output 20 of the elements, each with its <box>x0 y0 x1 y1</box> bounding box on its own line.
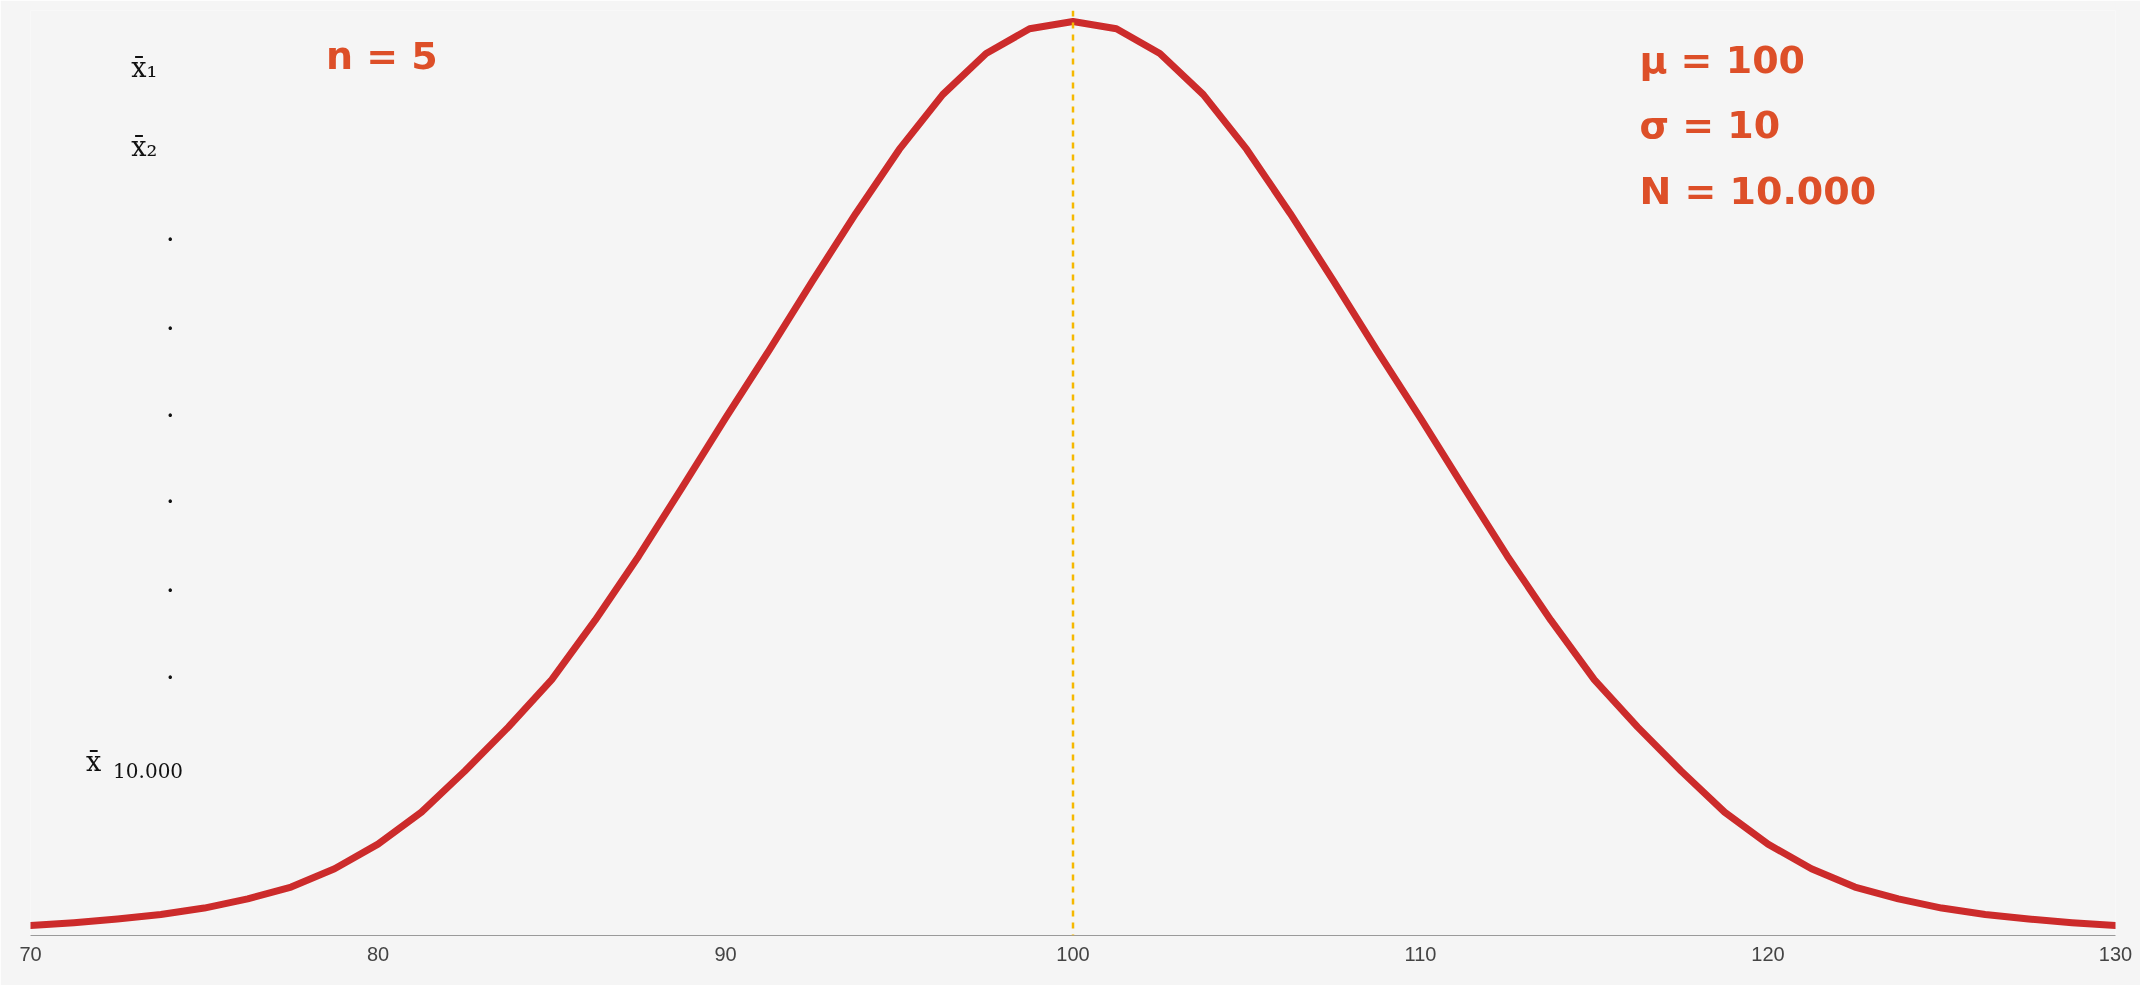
x-tick-label: 90 <box>714 942 737 965</box>
annotation: · <box>166 485 175 517</box>
annotation: μ = 100 <box>1639 37 1806 82</box>
annotation: · <box>166 223 175 255</box>
annotation: N = 10.000 <box>1639 168 1877 213</box>
annotation: x̄10.000 <box>86 746 184 784</box>
annotation: · <box>166 399 175 431</box>
annotation: σ = 10 <box>1639 102 1781 147</box>
x-tick-label: 80 <box>366 942 390 965</box>
annotation: x̄₁ <box>131 51 158 83</box>
annotation: x̄₂ <box>131 131 158 163</box>
x-tick-label: 130 <box>2098 942 2133 965</box>
annotation: n = 5 <box>325 34 438 79</box>
x-tick-label: 70 <box>19 942 42 965</box>
annotation: · <box>166 313 175 345</box>
x-tick-label: 110 <box>1404 942 1437 965</box>
annotation: · <box>166 575 175 607</box>
annotation: · <box>166 662 175 694</box>
x-tick-label: 100 <box>1056 942 1090 965</box>
x-tick-label: 120 <box>1751 942 1785 965</box>
